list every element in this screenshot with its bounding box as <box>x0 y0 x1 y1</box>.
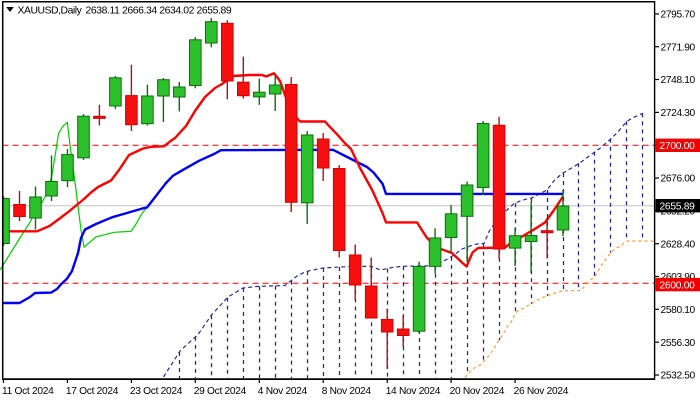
svg-text:4 Nov 2024: 4 Nov 2024 <box>258 386 308 397</box>
svg-text:2655.89: 2655.89 <box>660 202 696 213</box>
svg-text:2771.90: 2771.90 <box>661 42 696 53</box>
svg-text:26 Nov 2024: 26 Nov 2024 <box>514 386 569 397</box>
svg-text:2600.00: 2600.00 <box>660 280 696 291</box>
svg-text:2628.40: 2628.40 <box>661 239 696 250</box>
svg-text:20 Nov 2024: 20 Nov 2024 <box>450 386 505 397</box>
svg-text:2603.90: 2603.90 <box>661 272 696 283</box>
svg-text:2532.50: 2532.50 <box>661 371 696 382</box>
svg-text:2556.30: 2556.30 <box>661 338 696 349</box>
svg-text:2638.11 2666.34 2634.02 2655.8: 2638.11 2666.34 2634.02 2655.89 <box>86 5 232 16</box>
svg-text:2580.10: 2580.10 <box>661 305 696 316</box>
svg-text:2748.10: 2748.10 <box>661 75 696 86</box>
svg-text:2795.70: 2795.70 <box>661 10 696 21</box>
svg-text:2700.00: 2700.00 <box>660 141 696 152</box>
svg-text:29 Oct 2024: 29 Oct 2024 <box>194 386 247 397</box>
svg-text:2724.30: 2724.30 <box>661 108 696 119</box>
svg-text:XAUUSD,Daily: XAUUSD,Daily <box>18 5 83 16</box>
svg-text:14 Nov 2024: 14 Nov 2024 <box>386 386 441 397</box>
svg-text:17 Oct 2024: 17 Oct 2024 <box>66 386 119 397</box>
svg-text:11 Oct 2024: 11 Oct 2024 <box>2 386 54 397</box>
svg-text:2676.00: 2676.00 <box>661 174 696 185</box>
svg-text:23 Oct 2024: 23 Oct 2024 <box>130 386 183 397</box>
svg-text:8 Nov 2024: 8 Nov 2024 <box>322 386 372 397</box>
